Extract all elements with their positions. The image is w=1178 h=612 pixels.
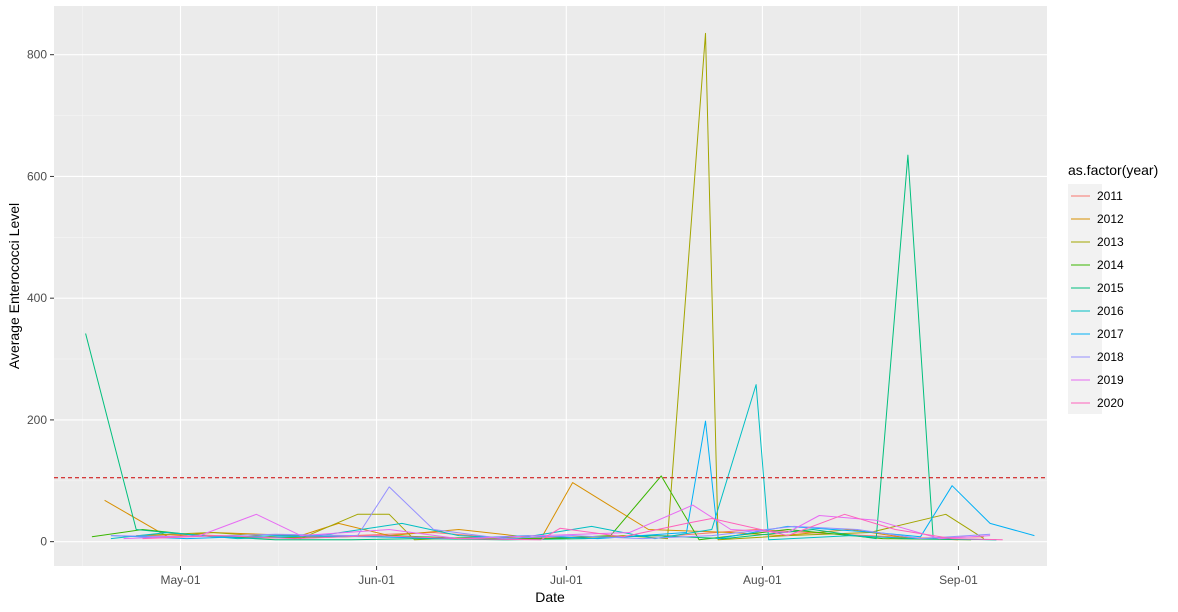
minor-gridlines [54,6,1047,566]
x-tick-label: Jun-01 [358,573,395,587]
series-line-2019 [123,504,991,540]
series-lines [85,32,1035,541]
legend-label: 2012 [1097,212,1124,226]
legend-item-2014: 2014 [1071,258,1124,272]
legend-item-2011: 2011 [1071,189,1123,203]
legend-item-2015: 2015 [1071,281,1124,295]
y-tick-label: 600 [27,169,47,183]
legend: as.factor(year) 2011 2012 2013 2014 2015 2016… [1068,162,1158,414]
y-axis-title: Average Enterococci Level [6,203,22,369]
legend-label: 2013 [1097,235,1124,249]
y-tick-label: 400 [27,291,47,305]
x-axis-title: Date [535,589,565,605]
major-gridlines [54,6,1047,566]
x-tick-label: Sep-01 [939,573,978,587]
legend-item-2020: 2020 [1071,396,1124,410]
series-line-2017 [110,420,1035,540]
legend-item-2019: 2019 [1071,373,1124,387]
series-line-2020 [142,513,1003,541]
x-tick-label: Jul-01 [550,573,583,587]
legend-label: 2016 [1097,304,1124,318]
x-axis-ticks: May-01 Jun-01 Jul-01 Aug-01 Sep-01 [160,566,978,587]
y-tick-label: 200 [27,413,47,427]
legend-item-2012: 2012 [1071,212,1124,226]
legend-label: 2018 [1097,350,1124,364]
y-axis-ticks: 0 200 400 600 800 [27,48,54,549]
legend-label: 2015 [1097,281,1124,295]
legend-key-panel [1068,184,1102,414]
legend-item-2016: 2016 [1071,304,1124,318]
legend-label: 2011 [1097,189,1123,203]
legend-item-2013: 2013 [1071,235,1124,249]
y-tick-label: 800 [27,48,47,62]
legend-label: 2019 [1097,373,1124,387]
plot-panel [54,6,1047,566]
series-line-2018 [110,486,991,540]
y-tick-label: 0 [40,535,47,549]
legend-item-2017: 2017 [1071,327,1124,341]
x-tick-label: Aug-01 [743,573,782,587]
legend-label: 2020 [1097,396,1124,410]
legend-title: as.factor(year) [1068,162,1158,178]
legend-label: 2017 [1097,327,1124,341]
legend-item-2018: 2018 [1071,350,1124,364]
x-tick-label: May-01 [160,573,200,587]
legend-label: 2014 [1097,258,1124,272]
